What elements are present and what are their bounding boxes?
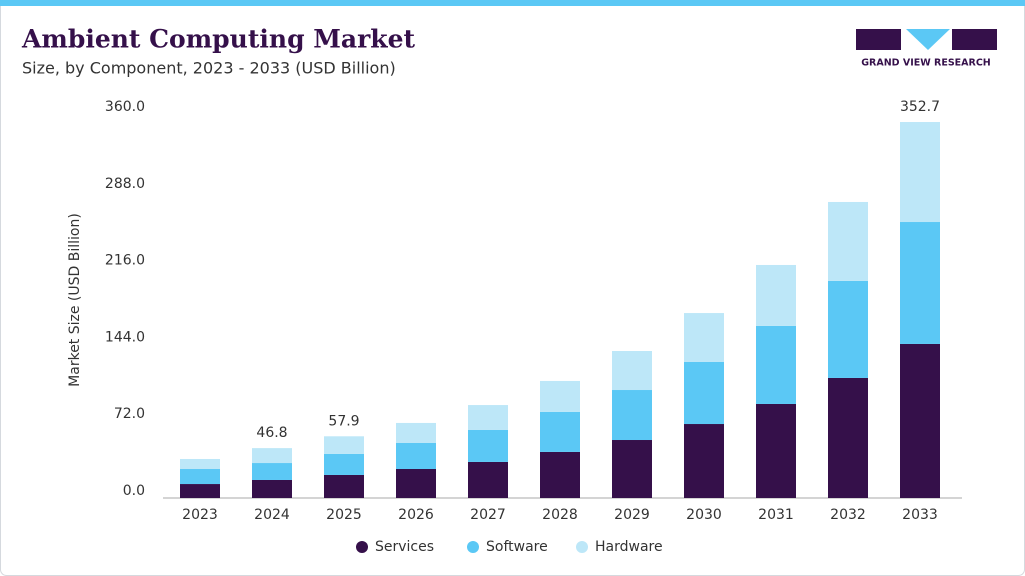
bar-segment <box>900 122 940 223</box>
logo-block <box>906 29 950 50</box>
chart-subtitle: Size, by Component, 2023 - 2033 (USD Bil… <box>22 59 396 78</box>
bar-segment <box>612 390 652 441</box>
y-tick-label: 360.0 <box>105 99 145 115</box>
bar-segment <box>396 442 436 470</box>
x-tick-label: 2028 <box>542 507 578 523</box>
bar-segment <box>684 361 724 425</box>
bar-segment <box>324 436 364 454</box>
legend-swatch <box>356 541 368 553</box>
bar-segment <box>324 453 364 475</box>
bar-segment <box>900 343 940 498</box>
bar-segment <box>324 474 364 498</box>
logo-block <box>856 29 901 50</box>
bar-segment <box>540 380 580 412</box>
bar-segment <box>396 469 436 498</box>
bar-segment <box>252 479 292 498</box>
bar-segment <box>252 463 292 480</box>
bar-segment <box>828 201 868 281</box>
bar-segment <box>468 429 508 462</box>
total-label: 57.9 <box>328 413 359 429</box>
x-tick-label: 2027 <box>470 507 506 523</box>
bar-segment <box>756 403 796 498</box>
y-tick-label: 72.0 <box>114 406 145 422</box>
bar-segment <box>540 451 580 498</box>
bar-segment <box>468 405 508 430</box>
x-tick-label: 2023 <box>182 507 218 523</box>
logo-block <box>952 29 997 50</box>
bar-segment <box>180 458 220 470</box>
brand: GRAND VIEW RESEARCH <box>861 58 991 69</box>
bar-segment <box>612 350 652 391</box>
bar-segment <box>684 424 724 498</box>
bar-segment <box>612 440 652 498</box>
legend-label: Hardware <box>595 539 663 555</box>
bar-segment <box>180 469 220 485</box>
y-tick-label: 0.0 <box>123 483 145 499</box>
bar-segment <box>828 280 868 378</box>
x-tick-label: 2029 <box>614 507 650 523</box>
bar-segment <box>756 264 796 326</box>
legend-swatch <box>467 541 479 553</box>
bar-segment <box>540 411 580 452</box>
y-tick-label: 144.0 <box>105 329 145 345</box>
bar-segment <box>756 325 796 404</box>
bar-segment <box>396 422 436 443</box>
bar-segment <box>468 461 508 498</box>
x-tick-label: 2026 <box>398 507 434 523</box>
bar-segment <box>252 448 292 464</box>
x-tick-label: 2031 <box>758 507 794 523</box>
y-axis-title: Market Size (USD Billion) <box>67 213 83 387</box>
x-tick-label: 2032 <box>830 507 866 523</box>
x-tick-label: 2033 <box>902 507 938 523</box>
total-label: 46.8 <box>256 425 287 441</box>
y-tick-label: 216.0 <box>105 253 145 269</box>
total-label: 352.7 <box>900 99 940 115</box>
bar-segment <box>900 222 940 344</box>
chart-title: Ambient Computing Market <box>21 25 416 54</box>
legend-label: Services <box>375 539 434 555</box>
y-tick-label: 288.0 <box>105 176 145 192</box>
x-tick-label: 2024 <box>254 507 290 523</box>
legend-label: Software <box>486 539 548 555</box>
bar-segment <box>828 377 868 498</box>
x-tick-label: 2025 <box>326 507 362 523</box>
bar-segment <box>180 484 220 498</box>
top-strip <box>0 0 1025 6</box>
logo: GRAND VIEW RESEARCH <box>856 29 997 69</box>
legend-swatch <box>576 541 588 553</box>
x-tick-label: 2030 <box>686 507 722 523</box>
bar-segment <box>684 313 724 362</box>
